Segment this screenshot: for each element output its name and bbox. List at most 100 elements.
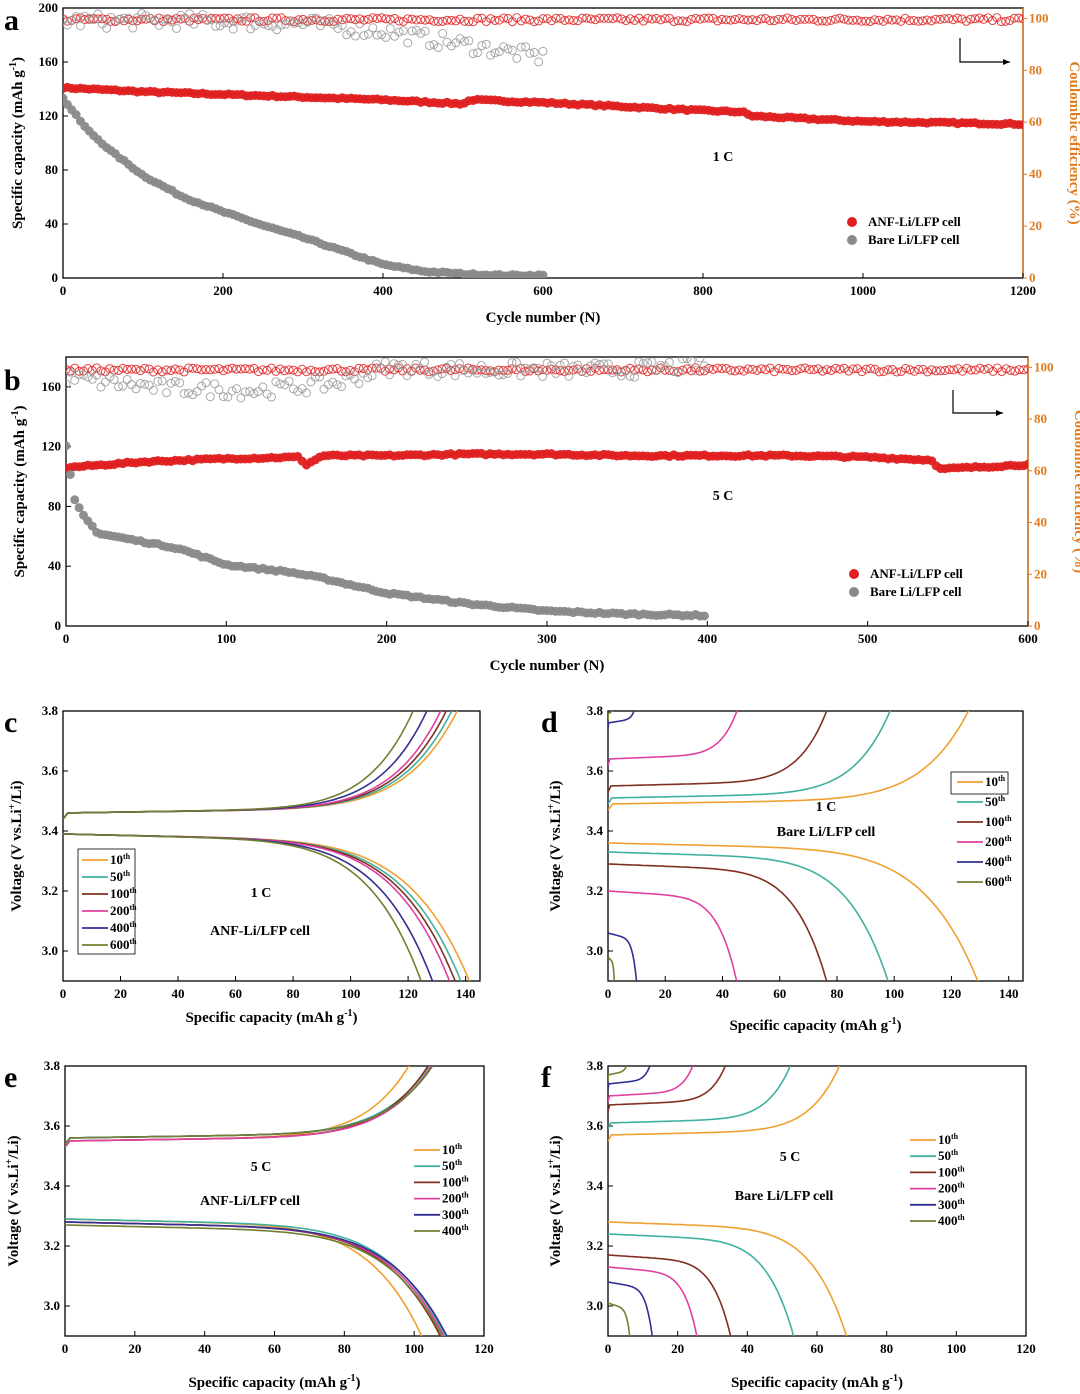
- plot-area: [608, 1066, 848, 1336]
- data-point: [288, 384, 298, 394]
- x-tick-label: 100: [217, 631, 237, 646]
- x-tick-label: 140: [456, 986, 476, 1001]
- data-point: [228, 24, 238, 34]
- data-point: [926, 16, 936, 26]
- data-point: [284, 365, 294, 375]
- data-point: [979, 364, 989, 374]
- data-point: [315, 372, 325, 382]
- discharge-curve: [65, 1221, 448, 1336]
- data-point: [573, 16, 583, 26]
- data-point: [490, 15, 500, 25]
- legend-label: 200th: [985, 834, 1012, 849]
- data-point: [1019, 365, 1028, 375]
- data-point: [476, 360, 486, 370]
- data-point: [438, 29, 448, 39]
- y-axis-title-end: /Li): [6, 1135, 22, 1159]
- data-point: [887, 365, 897, 375]
- data-point: [747, 15, 757, 25]
- x-tick-label: 100: [341, 986, 361, 1001]
- data-point: [320, 16, 330, 26]
- discharge-curve: [608, 1221, 848, 1336]
- data-point: [730, 15, 740, 25]
- data-point: [699, 366, 709, 376]
- legend-label: ANF-Li/LFP cell: [870, 566, 963, 581]
- data-point: [704, 363, 714, 373]
- legend-superscript: th: [455, 1142, 463, 1151]
- data-point: [551, 13, 561, 23]
- data-point: [293, 387, 303, 397]
- data-point: [503, 44, 513, 54]
- data-point: [918, 16, 928, 26]
- data-point: [913, 16, 923, 26]
- data-point: [135, 366, 145, 376]
- data-point: [148, 385, 158, 395]
- x-tick-label: 40: [716, 986, 729, 1001]
- data-point: [673, 16, 683, 26]
- x-tick-label: 120: [474, 1341, 494, 1356]
- discharge-curve: [65, 1218, 446, 1336]
- data-point: [839, 14, 849, 24]
- data-point: [559, 358, 569, 368]
- data-point: [826, 365, 836, 375]
- series-bare-li-lfp-cell: [63, 93, 548, 278]
- data-point: [533, 363, 543, 373]
- right-axis-arrow: [959, 38, 1010, 63]
- x-tick-label: 40: [741, 1341, 754, 1356]
- data-point: [616, 367, 626, 377]
- data-point: [966, 365, 976, 375]
- legend-superscript: th: [462, 1191, 470, 1200]
- data-point: [944, 14, 954, 24]
- data-point: [92, 370, 102, 380]
- data-point: [774, 14, 784, 24]
- data-point: [144, 380, 154, 390]
- legend-label: 400th: [985, 854, 1012, 869]
- data-point: [739, 15, 749, 25]
- data-point: [201, 365, 211, 375]
- data-point: [224, 18, 234, 28]
- y-axis-title: Specific capacity (mAh g-1): [8, 57, 26, 229]
- data-point: [394, 27, 404, 37]
- data-point: [166, 366, 176, 376]
- data-point: [691, 13, 701, 23]
- data-point: [643, 367, 653, 377]
- data-point: [398, 359, 408, 369]
- data-point: [621, 16, 631, 26]
- y-tick-label: 3.2: [587, 1238, 603, 1253]
- data-point: [922, 15, 932, 25]
- data-point: [74, 503, 84, 513]
- data-point: [499, 42, 509, 52]
- y-tick-label: 3.2: [44, 1238, 60, 1253]
- x-axis-title-end: ): [897, 1018, 902, 1034]
- data-point: [486, 14, 496, 24]
- data-point: [83, 364, 93, 374]
- legend-label: 400th: [938, 1213, 965, 1228]
- data-point: [765, 16, 775, 26]
- data-point: [695, 14, 705, 24]
- data-point: [695, 366, 705, 376]
- data-point: [437, 364, 447, 374]
- data-point: [521, 14, 531, 24]
- data-point: [660, 13, 670, 23]
- data-point: [573, 360, 583, 370]
- data-point: [210, 379, 220, 389]
- data-point: [485, 367, 495, 377]
- data-point: [385, 370, 395, 380]
- charge-curve: [608, 1066, 727, 1112]
- y2-axis-title: Coulombic efficiency (%): [1071, 410, 1080, 573]
- data-point: [835, 364, 845, 374]
- data-point: [782, 13, 792, 23]
- data-point: [887, 15, 897, 25]
- data-point: [329, 16, 339, 26]
- panel-f: f 0 20 40 60 80 100 120 3.0 3.2 3.4 3.6 3.8 Specific …: [541, 1058, 1036, 1391]
- data-point: [363, 14, 373, 24]
- data-point: [927, 365, 937, 375]
- data-point: [944, 365, 954, 375]
- annotation: 1 C: [251, 886, 272, 901]
- data-point: [158, 14, 168, 24]
- data-point: [516, 371, 526, 381]
- data-point: [630, 15, 640, 25]
- data-point: [122, 374, 132, 384]
- y-tick-label: 0: [52, 270, 59, 285]
- data-point: [682, 364, 692, 374]
- data-point: [205, 365, 215, 375]
